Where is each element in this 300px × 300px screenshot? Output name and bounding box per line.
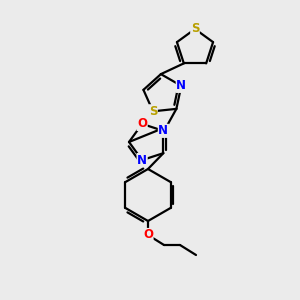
Text: N: N — [176, 80, 186, 92]
Text: S: S — [191, 22, 199, 35]
Text: O: O — [137, 117, 147, 130]
Text: O: O — [143, 229, 153, 242]
Text: N: N — [158, 124, 168, 137]
Text: N: N — [137, 154, 147, 166]
Text: S: S — [149, 105, 157, 118]
